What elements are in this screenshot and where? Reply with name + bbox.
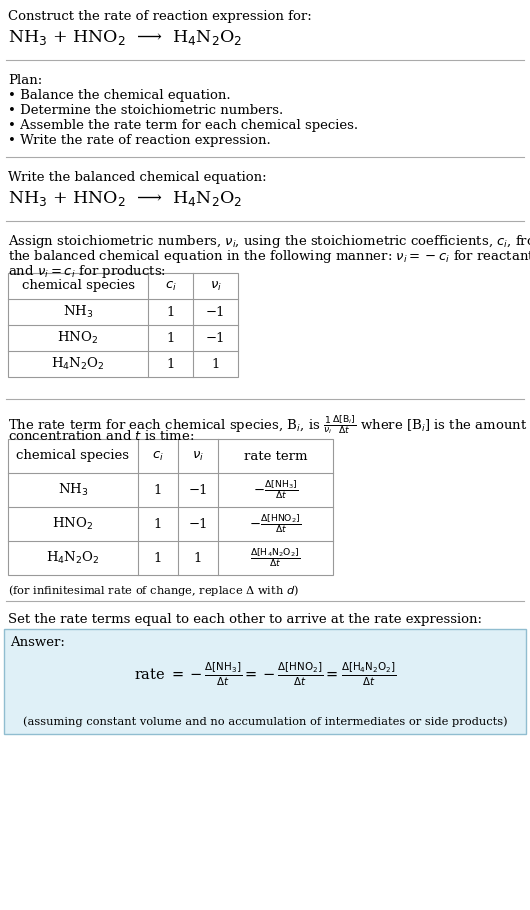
Text: $\nu_i$: $\nu_i$ <box>209 279 222 292</box>
Text: 1: 1 <box>154 518 162 531</box>
Text: 1: 1 <box>166 306 175 318</box>
Text: Plan:: Plan: <box>8 74 42 87</box>
Text: 1: 1 <box>194 551 202 564</box>
Text: 1: 1 <box>166 331 175 345</box>
Text: −1: −1 <box>206 331 225 345</box>
Text: NH$_3$ + HNO$_2$  ⟶  H$_4$N$_2$O$_2$: NH$_3$ + HNO$_2$ ⟶ H$_4$N$_2$O$_2$ <box>8 189 243 208</box>
Text: rate $= -\frac{\Delta[\mathrm{NH_3}]}{\Delta t} = -\frac{\Delta[\mathrm{HNO_2}]}: rate $= -\frac{\Delta[\mathrm{NH_3}]}{\D… <box>134 661 396 688</box>
Text: NH$_3$: NH$_3$ <box>58 482 88 498</box>
Text: NH$_3$: NH$_3$ <box>63 304 93 320</box>
Text: HNO$_2$: HNO$_2$ <box>52 516 93 532</box>
Text: rate term: rate term <box>244 450 307 462</box>
Text: HNO$_2$: HNO$_2$ <box>57 330 99 346</box>
Text: • Write the rate of reaction expression.: • Write the rate of reaction expression. <box>8 134 271 147</box>
Text: 1: 1 <box>154 551 162 564</box>
Text: chemical species: chemical species <box>16 450 129 462</box>
Text: $c_i$: $c_i$ <box>165 279 176 292</box>
Text: Answer:: Answer: <box>10 636 65 649</box>
Text: The rate term for each chemical species, B$_i$, is $\frac{1}{\nu_i}\frac{\Delta[: The rate term for each chemical species,… <box>8 413 527 436</box>
Text: and $\nu_i = c_i$ for products:: and $\nu_i = c_i$ for products: <box>8 263 166 280</box>
Text: 1: 1 <box>166 358 175 370</box>
Text: • Assemble the rate term for each chemical species.: • Assemble the rate term for each chemic… <box>8 119 358 132</box>
Text: $-\frac{\Delta[\mathrm{HNO_2}]}{\Delta t}$: $-\frac{\Delta[\mathrm{HNO_2}]}{\Delta t… <box>249 512 302 535</box>
Text: Set the rate terms equal to each other to arrive at the rate expression:: Set the rate terms equal to each other t… <box>8 613 482 626</box>
Text: $-\frac{\Delta[\mathrm{NH_3}]}{\Delta t}$: $-\frac{\Delta[\mathrm{NH_3}]}{\Delta t}… <box>253 479 298 501</box>
Text: −1: −1 <box>206 306 225 318</box>
Text: −1: −1 <box>188 518 208 531</box>
Text: • Determine the stoichiometric numbers.: • Determine the stoichiometric numbers. <box>8 104 283 117</box>
Text: Construct the rate of reaction expression for:: Construct the rate of reaction expressio… <box>8 10 312 23</box>
Text: H$_4$N$_2$O$_2$: H$_4$N$_2$O$_2$ <box>46 550 100 566</box>
Text: the balanced chemical equation in the following manner: $\nu_i = -c_i$ for react: the balanced chemical equation in the fo… <box>8 248 530 265</box>
Text: $\nu_i$: $\nu_i$ <box>192 450 204 462</box>
Text: H$_4$N$_2$O$_2$: H$_4$N$_2$O$_2$ <box>51 356 105 372</box>
Text: −1: −1 <box>188 483 208 497</box>
Bar <box>8 273 238 377</box>
Text: $c_i$: $c_i$ <box>152 450 164 462</box>
Bar <box>8 439 333 575</box>
Text: NH$_3$ + HNO$_2$  ⟶  H$_4$N$_2$O$_2$: NH$_3$ + HNO$_2$ ⟶ H$_4$N$_2$O$_2$ <box>8 28 243 47</box>
Text: • Balance the chemical equation.: • Balance the chemical equation. <box>8 89 231 102</box>
FancyBboxPatch shape <box>4 629 526 734</box>
Text: (for infinitesimal rate of change, replace Δ with $d$): (for infinitesimal rate of change, repla… <box>8 583 299 598</box>
Text: Assign stoichiometric numbers, $\nu_i$, using the stoichiometric coefficients, $: Assign stoichiometric numbers, $\nu_i$, … <box>8 233 530 250</box>
Text: chemical species: chemical species <box>22 279 135 292</box>
Text: 1: 1 <box>211 358 220 370</box>
Text: 1: 1 <box>154 483 162 497</box>
Text: $\frac{\Delta[\mathrm{H_4N_2O_2}]}{\Delta t}$: $\frac{\Delta[\mathrm{H_4N_2O_2}]}{\Delt… <box>250 547 301 570</box>
Text: Write the balanced chemical equation:: Write the balanced chemical equation: <box>8 171 267 184</box>
Text: (assuming constant volume and no accumulation of intermediates or side products): (assuming constant volume and no accumul… <box>23 717 507 727</box>
Text: concentration and $t$ is time:: concentration and $t$ is time: <box>8 429 195 443</box>
